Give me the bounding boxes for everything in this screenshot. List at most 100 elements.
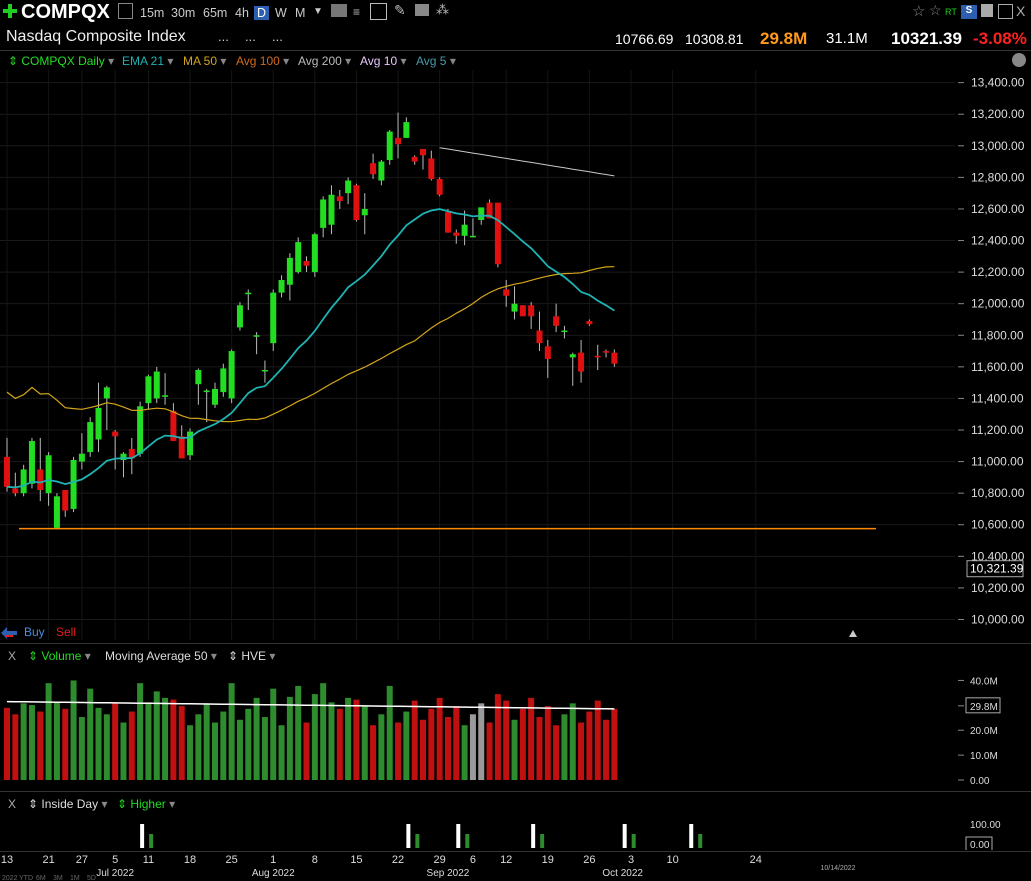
- x-tick-label: 19: [542, 854, 554, 866]
- window-icon[interactable]: [998, 4, 1013, 19]
- candle-body: [162, 395, 169, 397]
- timeframe-d[interactable]: D: [254, 6, 270, 20]
- range-nav-item: 6M: [36, 875, 46, 881]
- candle-body: [478, 207, 485, 220]
- inside-legend[interactable]: ⇕ Inside Day ▾: [28, 797, 108, 811]
- timeframe-m[interactable]: M: [295, 6, 306, 20]
- add-icon[interactable]: [2, 3, 18, 19]
- x-tick-label: 29: [434, 854, 446, 866]
- buy-sell-icon[interactable]: [1, 626, 17, 639]
- legend-avg5[interactable]: Avg 5 ▾: [416, 54, 456, 68]
- legend-ma50[interactable]: MA 50 ▾: [183, 54, 227, 68]
- inside-day-bar: [531, 824, 536, 848]
- volume-bar: [4, 707, 10, 780]
- inside-close[interactable]: X: [8, 797, 17, 811]
- volume-ma-legend[interactable]: Moving Average 50 ▾: [105, 649, 217, 663]
- x-tick-label: 13: [1, 854, 13, 866]
- volume-bar: [536, 717, 543, 780]
- higher-legend[interactable]: ⇕ Higher ▾: [117, 797, 176, 811]
- info-dots-2[interactable]: ...: [245, 29, 256, 44]
- range-nav-item: 2022: [2, 875, 18, 881]
- x-tick-label: 6: [470, 854, 476, 866]
- range-nav-item: 5D: [87, 875, 96, 881]
- x-tick-label: 21: [42, 854, 54, 866]
- x-tick-label: 8: [312, 854, 318, 866]
- share-icon[interactable]: ⁂: [436, 2, 449, 17]
- timeframe-dropdown-icon[interactable]: ▼: [313, 6, 323, 17]
- legend-ema21[interactable]: EMA 21 ▾: [122, 54, 174, 68]
- candle-body: [70, 460, 77, 509]
- candle-body: [486, 202, 493, 219]
- candle-body: [37, 469, 44, 490]
- chart-type-icon[interactable]: [331, 4, 347, 17]
- symbol-title[interactable]: COMPQX: [21, 1, 110, 23]
- volume-bar: [561, 714, 568, 780]
- inside-day-chart: 100.00 0.00: [140, 820, 1001, 850]
- candle-body: [137, 406, 144, 454]
- close-button[interactable]: X: [1016, 3, 1026, 19]
- price-chart[interactable]: 13,400.00 13,200.00 13,000.00 12,800.00 12,6…: [0, 70, 1031, 640]
- volume-close[interactable]: X: [8, 649, 17, 663]
- candle-body: [544, 346, 551, 359]
- star-icon[interactable]: ☆: [912, 3, 926, 20]
- notes-icon[interactable]: [415, 4, 429, 16]
- y-tick-label: 12,200.00: [971, 265, 1025, 279]
- candle-body: [395, 137, 402, 145]
- timeframe-w[interactable]: W: [275, 6, 287, 20]
- candle-body: [53, 496, 60, 528]
- hve-legend[interactable]: ⇕ HVE ▾: [228, 649, 276, 663]
- inside-legend-label: Inside Day: [41, 797, 99, 811]
- info-dots-3[interactable]: ...: [272, 29, 283, 44]
- candle-body: [278, 280, 285, 293]
- candle-body: [112, 431, 119, 437]
- timeframe-65m[interactable]: 65m: [203, 6, 228, 20]
- timeframe-15m[interactable]: 15m: [140, 6, 165, 20]
- volume-bar: [303, 722, 310, 780]
- settings-icon[interactable]: [1012, 53, 1026, 67]
- candle-body: [87, 422, 94, 453]
- volume-bar: [95, 707, 102, 780]
- sell-button[interactable]: Sell: [56, 625, 77, 639]
- legend-avg100[interactable]: Avg 100 ▾: [236, 54, 290, 68]
- inside-day-bar: [689, 824, 694, 848]
- list-icon[interactable]: [118, 3, 133, 19]
- scanner-button[interactable]: S: [961, 5, 977, 19]
- x-tick-label: 26: [583, 854, 595, 866]
- legend-avg200[interactable]: Avg 200 ▾: [298, 54, 352, 68]
- candle-body: [553, 316, 560, 326]
- volume-legend[interactable]: ⇕ Volume ▾: [28, 649, 91, 663]
- candle-body: [519, 305, 526, 317]
- calculator-icon[interactable]: [370, 3, 387, 20]
- draw-icon[interactable]: ✎: [394, 2, 406, 18]
- volume-bar: [494, 694, 501, 780]
- save-icon[interactable]: [981, 4, 993, 17]
- volume-bar: [328, 702, 335, 780]
- volume-bar: [212, 722, 218, 780]
- higher-bar: [698, 834, 703, 848]
- timeframe-30m[interactable]: 30m: [171, 6, 196, 20]
- candle-body: [153, 371, 160, 399]
- volume-bar: [20, 703, 27, 780]
- candle-body: [195, 370, 202, 385]
- buy-button[interactable]: Buy: [24, 625, 45, 639]
- candle-body: [128, 448, 135, 459]
- timeframe-4h[interactable]: 4h: [235, 6, 249, 20]
- favorite-icon[interactable]: ☆: [929, 2, 942, 18]
- candle-body: [170, 411, 177, 442]
- candle-body: [511, 303, 518, 312]
- volume-bar: [553, 725, 560, 780]
- month-label: Sep 2022: [427, 868, 470, 879]
- y-tick-label: 11,000.00: [971, 455, 1024, 469]
- volume-bar: [128, 711, 135, 780]
- scroll-up-icon[interactable]: [849, 630, 857, 637]
- legend-avg10[interactable]: Avg 10 ▾: [360, 54, 407, 68]
- index-name: Nasdaq Composite Index: [6, 28, 186, 45]
- y-tick-label: 11,600.00: [971, 360, 1024, 374]
- candle-body: [286, 257, 293, 285]
- x-tick-label: 24: [750, 854, 762, 866]
- volume-chart[interactable]: 40.0M 29.8M 20.0M 10.0M 0.00: [0, 660, 1031, 790]
- info-dots-1[interactable]: ...: [218, 29, 229, 44]
- y-tick-label: 11,200.00: [971, 423, 1024, 437]
- legend-main[interactable]: ⇕ COMPQX Daily ▾: [8, 54, 115, 68]
- compare-icon[interactable]: ≡: [353, 5, 361, 19]
